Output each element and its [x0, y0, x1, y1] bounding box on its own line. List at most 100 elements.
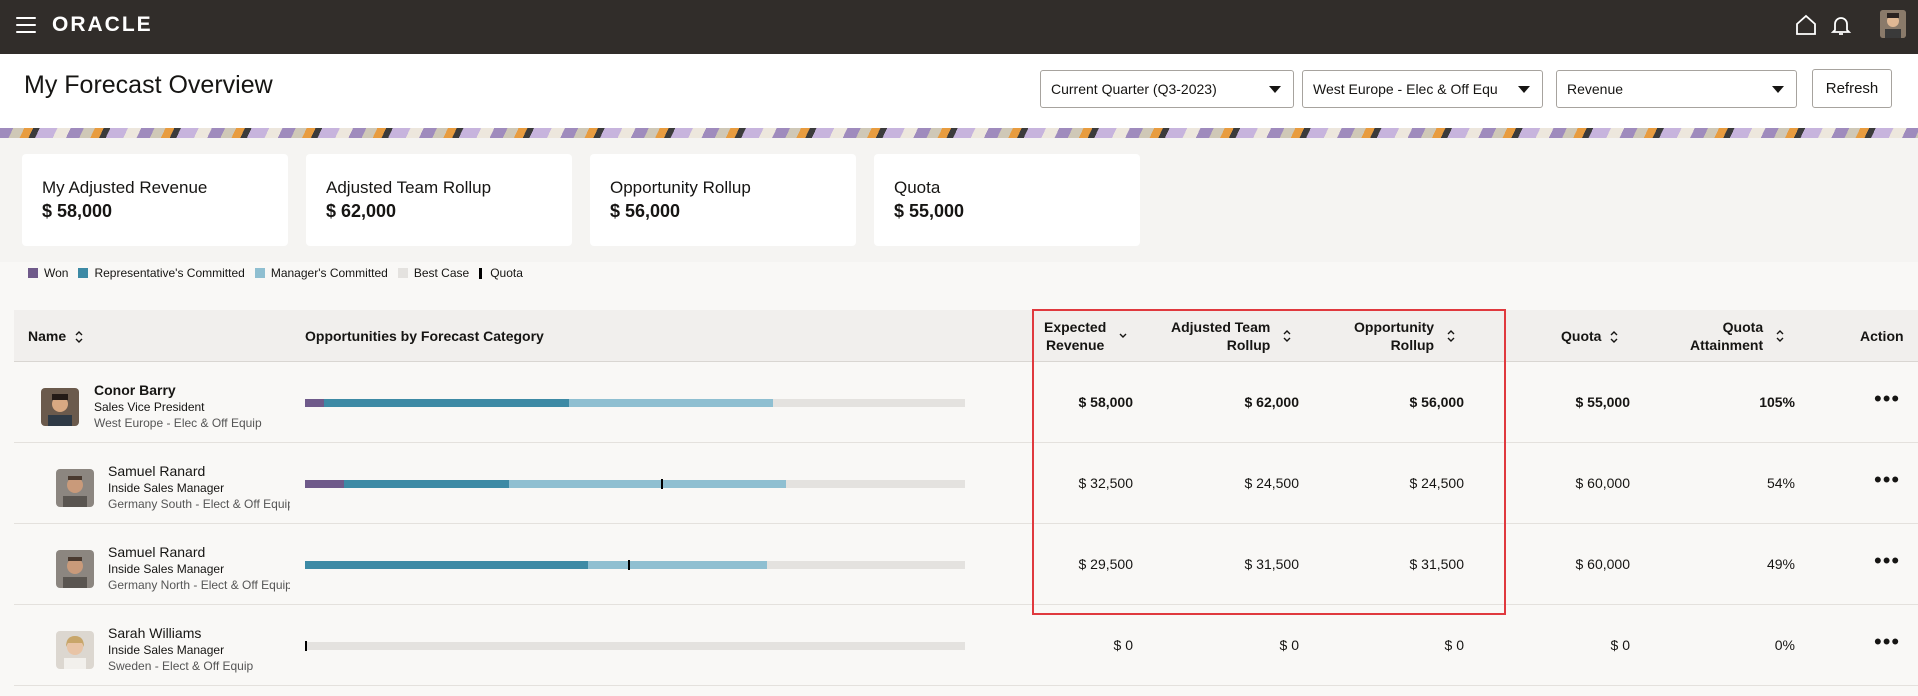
- user-avatar[interactable]: [1880, 10, 1906, 38]
- quota-value: $ 55,000: [1575, 394, 1631, 410]
- adjusted-team-rollup-value: $ 31,500: [1244, 556, 1300, 572]
- more-actions-icon[interactable]: •••: [1874, 548, 1901, 573]
- bar-rep-committed: [344, 480, 509, 488]
- bar-rep-committed: [324, 399, 569, 407]
- period-select[interactable]: Current Quarter (Q3-2023): [1040, 70, 1294, 108]
- column-label: Opportunities by Forecast Category: [305, 328, 544, 344]
- legend-label: Manager's Committed: [270, 266, 388, 280]
- person-name[interactable]: Sarah Williams: [108, 625, 202, 641]
- quota-marker: [628, 560, 630, 570]
- legend-swatch: [78, 268, 89, 278]
- legend-item-won: Won: [28, 266, 68, 280]
- kpi-value: $ 58,000: [42, 201, 113, 221]
- person-title: Inside Sales Manager: [108, 481, 225, 495]
- kpi-label: Opportunity Rollup: [610, 178, 751, 197]
- kpi-value: $ 62,000: [326, 201, 397, 221]
- column-header-quota[interactable]: Quota: [1561, 327, 1619, 345]
- column-label: Quota: [1722, 319, 1764, 335]
- avatar: [56, 631, 94, 669]
- adjusted-team-rollup-value: $ 24,500: [1244, 475, 1300, 491]
- forecast-bar: [305, 641, 965, 651]
- quota-value: $ 0: [1610, 637, 1630, 653]
- person-name[interactable]: Samuel Ranard: [108, 463, 206, 479]
- table-row[interactable]: Samuel Ranard Inside Sales Manager Germa…: [14, 524, 1918, 605]
- page-header: My Forecast Overview Current Quarter (Q3…: [0, 54, 1918, 128]
- more-actions-icon[interactable]: •••: [1874, 467, 1901, 492]
- legend-label: Quota: [490, 266, 523, 280]
- bar-won: [305, 399, 324, 407]
- kpi-card-my-adjusted-revenue[interactable]: My Adjusted Revenue $ 58,000: [22, 154, 288, 246]
- expected-revenue-value: $ 0: [1113, 637, 1133, 653]
- column-label: Adjusted Team: [1171, 319, 1271, 335]
- kpi-card-adjusted-team-rollup[interactable]: Adjusted Team Rollup $ 62,000: [306, 154, 572, 246]
- expected-revenue-value: $ 29,500: [1078, 556, 1134, 572]
- legend-item-quota: Quota: [479, 266, 523, 280]
- hamburger-menu-icon[interactable]: [16, 17, 36, 33]
- kpi-value: $ 56,000: [610, 201, 681, 221]
- table-row[interactable]: Sarah Williams Inside Sales Manager Swed…: [14, 605, 1918, 686]
- person-name[interactable]: Conor Barry: [94, 382, 176, 398]
- table-row[interactable]: Conor Barry Sales Vice President West Eu…: [14, 362, 1918, 443]
- column-label: Quota: [1561, 328, 1602, 344]
- table-row[interactable]: Samuel Ranard Inside Sales Manager Germa…: [14, 443, 1918, 524]
- quota-value: $ 60,000: [1575, 475, 1631, 491]
- legend-swatch: [479, 267, 483, 279]
- top-navigation-bar: ORACLE: [0, 0, 1918, 54]
- avatar: [41, 388, 79, 426]
- refresh-button[interactable]: Refresh: [1812, 69, 1892, 108]
- opportunity-rollup-value: $ 31,500: [1409, 556, 1465, 572]
- legend-swatch: [254, 268, 265, 278]
- column-header-opportunity-rollup[interactable]: Opportunity Rollup: [1354, 318, 1456, 354]
- column-header-quota-attainment[interactable]: Quota Attainment: [1690, 318, 1785, 354]
- territory-select[interactable]: West Europe - Elec & Off Equ: [1302, 70, 1543, 108]
- home-icon[interactable]: [1794, 13, 1818, 37]
- legend-label: Won: [44, 266, 69, 280]
- chevron-down-icon: [1518, 86, 1530, 93]
- person-region: Germany South - Elect & Off Equip: [108, 497, 290, 511]
- column-header-adjusted-team-rollup[interactable]: Adjusted Team Rollup: [1171, 318, 1292, 354]
- measure-select[interactable]: Revenue: [1556, 70, 1797, 108]
- adjusted-team-rollup-value: $ 0: [1279, 637, 1299, 653]
- kpi-card-opportunity-rollup[interactable]: Opportunity Rollup $ 56,000: [590, 154, 856, 246]
- quota-attainment-value: 49%: [1766, 556, 1795, 572]
- quota-attainment-value: 54%: [1766, 475, 1795, 491]
- kpi-card-quota[interactable]: Quota $ 55,000: [874, 154, 1140, 246]
- quota-marker: [661, 479, 663, 489]
- more-actions-icon[interactable]: •••: [1874, 629, 1901, 654]
- bar-rep-committed: [305, 561, 588, 569]
- legend-swatch: [28, 268, 38, 278]
- table-header: Name Opportunities by Forecast Category …: [14, 310, 1918, 362]
- avatar: [56, 469, 94, 507]
- column-label: Opportunity: [1354, 319, 1435, 335]
- sort-icon: [1610, 331, 1618, 344]
- sort-icon: [75, 331, 83, 344]
- column-label: Revenue: [1045, 337, 1105, 353]
- column-label: Attainment: [1690, 337, 1764, 353]
- more-actions-icon[interactable]: •••: [1874, 386, 1901, 411]
- quota-attainment-value: 105%: [1759, 394, 1795, 410]
- page-title: My Forecast Overview: [24, 71, 273, 99]
- period-select-value: Current Quarter (Q3-2023): [1051, 81, 1217, 97]
- column-header-expected-revenue[interactable]: Expected Revenue: [1044, 318, 1128, 354]
- expected-revenue-value: $ 32,500: [1078, 475, 1134, 491]
- bell-icon[interactable]: [1829, 13, 1853, 37]
- bar-manager-committed: [588, 561, 767, 569]
- forecast-bar: [305, 399, 965, 407]
- chart-legend: Won Representative's Committed Manager's…: [28, 266, 533, 280]
- person-region: Germany North - Elect & Off Equip: [108, 578, 290, 592]
- legend-item-manager-committed: Manager's Committed: [254, 266, 388, 280]
- person-region: Sweden - Elect & Off Equip: [108, 659, 254, 673]
- decorative-banner: [0, 128, 1918, 138]
- column-header-name[interactable]: Name: [28, 327, 84, 345]
- legend-swatch: [397, 268, 408, 278]
- forecast-table: Name Opportunities by Forecast Category …: [14, 310, 1918, 686]
- person-name[interactable]: Samuel Ranard: [108, 544, 206, 560]
- forecast-bar: [305, 479, 965, 489]
- avatar: [56, 550, 94, 588]
- kpi-strip: My Adjusted Revenue $ 58,000 Adjusted Te…: [0, 138, 1918, 262]
- column-label: Rollup: [1226, 337, 1271, 353]
- sort-icon: [1283, 330, 1291, 342]
- opportunity-rollup-value: $ 56,000: [1409, 394, 1465, 410]
- adjusted-team-rollup-value: $ 62,000: [1244, 394, 1300, 410]
- kpi-value: $ 55,000: [894, 201, 965, 221]
